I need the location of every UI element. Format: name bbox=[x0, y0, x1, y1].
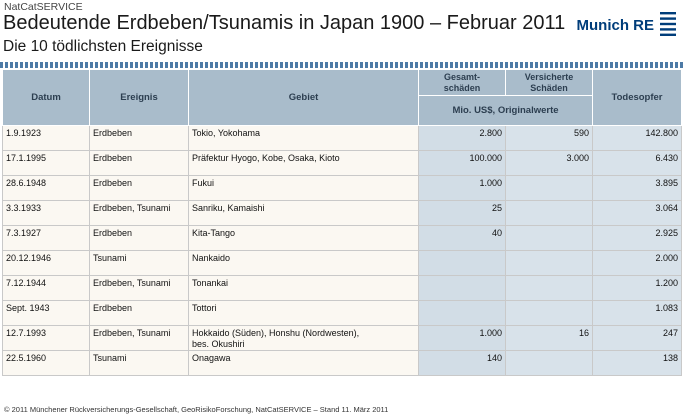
table-row: 28.6.1948 Erdbeben Fukui 1.000 3.895 bbox=[2, 175, 682, 201]
page-title: Bedeutende Erdbeben/Tsunamis in Japan 19… bbox=[3, 12, 566, 34]
cell-datum: 3.3.1933 bbox=[2, 200, 90, 226]
cell-versichert bbox=[505, 275, 593, 301]
cell-todesopfer: 3.064 bbox=[592, 200, 682, 226]
cell-datum: Sept. 1943 bbox=[2, 300, 90, 326]
cell-gebiet: Fukui bbox=[188, 175, 419, 201]
cell-todesopfer: 6.430 bbox=[592, 150, 682, 176]
cell-todesopfer: 3.895 bbox=[592, 175, 682, 201]
header-versichert: Versicherte Schäden bbox=[505, 69, 593, 96]
cell-gesamt: 25 bbox=[418, 200, 506, 226]
header-datum: Datum bbox=[2, 69, 90, 126]
header-gesamt: Gesamt- schäden bbox=[418, 69, 506, 96]
cell-gesamt: 2.800 bbox=[418, 125, 506, 151]
header-gebiet: Gebiet bbox=[188, 69, 419, 126]
cell-ereignis: Erdbeben bbox=[89, 300, 189, 326]
cell-versichert bbox=[505, 225, 593, 251]
cell-ereignis: Tsunami bbox=[89, 350, 189, 376]
header: NatCatSERVICE Bedeutende Erdbeben/Tsunam… bbox=[0, 0, 684, 66]
logo: Munich RE bbox=[576, 12, 676, 38]
page-subtitle: Die 10 tödlichsten Ereignisse bbox=[3, 38, 203, 55]
logo-text: Munich RE bbox=[576, 16, 655, 34]
cell-todesopfer: 138 bbox=[592, 350, 682, 376]
cell-versichert bbox=[505, 175, 593, 201]
table-row: 17.1.1995 Erdbeben Präfektur Hyogo, Kobe, … bbox=[2, 150, 682, 176]
cell-datum: 12.7.1993 bbox=[2, 325, 90, 351]
cell-gesamt bbox=[418, 275, 506, 301]
cell-gesamt: 1.000 bbox=[418, 325, 506, 351]
cell-versichert bbox=[505, 200, 593, 226]
cell-ereignis: Erdbeben, Tsunami bbox=[89, 200, 189, 226]
cell-gebiet: Präfektur Hyogo, Kobe, Osaka, Kioto bbox=[188, 150, 419, 176]
cell-versichert bbox=[505, 250, 593, 276]
table-row: 12.7.1993 Erdbeben, Tsunami Hokkaido (Süde… bbox=[2, 325, 682, 351]
cell-datum: 22.5.1960 bbox=[2, 350, 90, 376]
header-ereignis: Ereignis bbox=[89, 69, 189, 126]
cell-ereignis: Erdbeben bbox=[89, 150, 189, 176]
cell-versichert: 590 bbox=[505, 125, 593, 151]
table-row: 7.12.1944 Erdbeben, Tsunami Tonankai 1.200 bbox=[2, 275, 682, 301]
cell-datum: 1.9.1923 bbox=[2, 125, 90, 151]
table-row: Sept. 1943 Erdbeben Tottori 1.083 bbox=[2, 300, 682, 326]
cell-gesamt bbox=[418, 300, 506, 326]
cell-todesopfer: 2.000 bbox=[592, 250, 682, 276]
cell-todesopfer: 142.800 bbox=[592, 125, 682, 151]
table-row: 22.5.1960 Tsunami Onagawa 140 138 bbox=[2, 350, 682, 376]
cell-gesamt: 1.000 bbox=[418, 175, 506, 201]
table-row: 7.3.1927 Erdbeben Kita-Tango 40 2.925 bbox=[2, 225, 682, 251]
table-row: 20.12.1946 Tsunami Nankaido 2.000 bbox=[2, 250, 682, 276]
cell-todesopfer: 2.925 bbox=[592, 225, 682, 251]
cell-ereignis: Erdbeben bbox=[89, 175, 189, 201]
cell-datum: 28.6.1948 bbox=[2, 175, 90, 201]
table-row: 3.3.1933 Erdbeben, Tsunami Sanriku, Kamais… bbox=[2, 200, 682, 226]
header-divider bbox=[0, 62, 684, 68]
cell-gesamt: 40 bbox=[418, 225, 506, 251]
footer-copyright: © 2011 Münchener Rückversicherungs-Gesel… bbox=[4, 405, 389, 414]
cell-gebiet: Tonankai bbox=[188, 275, 419, 301]
cell-datum: 17.1.1995 bbox=[2, 150, 90, 176]
cell-versichert bbox=[505, 350, 593, 376]
cell-todesopfer: 1.083 bbox=[592, 300, 682, 326]
cell-gebiet: Onagawa bbox=[188, 350, 419, 376]
header-todesopfer: Todesopfer bbox=[592, 69, 682, 126]
kicker: NatCatSERVICE bbox=[4, 1, 83, 13]
cell-gebiet: Kita-Tango bbox=[188, 225, 419, 251]
cell-versichert: 16 bbox=[505, 325, 593, 351]
cell-datum: 20.12.1946 bbox=[2, 250, 90, 276]
cell-ereignis: Erdbeben bbox=[89, 125, 189, 151]
cell-ereignis: Tsunami bbox=[89, 250, 189, 276]
cell-gebiet: Nankaido bbox=[188, 250, 419, 276]
cell-gebiet: Sanriku, Kamaishi bbox=[188, 200, 419, 226]
cell-datum: 7.12.1944 bbox=[2, 275, 90, 301]
cell-gebiet: Hokkaido (Süden), Honshu (Nordwesten), b… bbox=[188, 325, 419, 351]
cell-ereignis: Erdbeben, Tsunami bbox=[89, 325, 189, 351]
cell-ereignis: Erdbeben bbox=[89, 225, 189, 251]
cell-gesamt bbox=[418, 250, 506, 276]
earthquake-table: Datum Ereignis Gebiet Gesamt- schäden Ve… bbox=[2, 69, 682, 376]
cell-datum: 7.3.1927 bbox=[2, 225, 90, 251]
cell-versichert: 3.000 bbox=[505, 150, 593, 176]
header-unit: Mio. US$, Originalwerte bbox=[418, 95, 593, 126]
cell-gebiet: Tottori bbox=[188, 300, 419, 326]
cell-todesopfer: 1.200 bbox=[592, 275, 682, 301]
cell-todesopfer: 247 bbox=[592, 325, 682, 351]
cell-versichert bbox=[505, 300, 593, 326]
cell-gebiet: Tokio, Yokohama bbox=[188, 125, 419, 151]
table-row: 1.9.1923 Erdbeben Tokio, Yokohama 2.800 590 1… bbox=[2, 125, 682, 151]
cell-gesamt: 140 bbox=[418, 350, 506, 376]
cell-gesamt: 100.000 bbox=[418, 150, 506, 176]
cell-ereignis: Erdbeben, Tsunami bbox=[89, 275, 189, 301]
table-body: 1.9.1923 Erdbeben Tokio, Yokohama 2.800 590 1… bbox=[2, 125, 682, 376]
munich-re-logo-icon bbox=[660, 12, 676, 36]
